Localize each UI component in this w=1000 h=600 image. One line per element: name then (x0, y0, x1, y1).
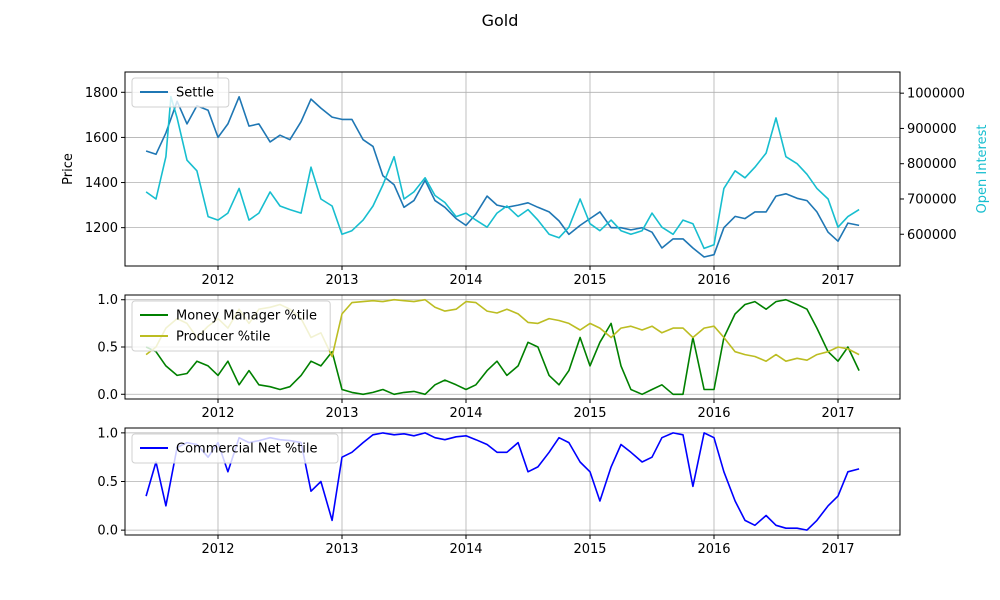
x-tick-label: 2012 (201, 406, 234, 421)
y-right-axis-label: Open Interest (975, 125, 990, 214)
y-tick-label: 0.5 (97, 341, 118, 356)
y-tick-label: 0.0 (97, 388, 118, 403)
x-tick-label: 2013 (325, 542, 358, 557)
legend-box (131, 300, 331, 352)
x-tick-label: 2015 (573, 273, 606, 288)
x-tick-label: 2014 (449, 542, 482, 557)
y-axis-label: Price (61, 153, 76, 185)
x-tick-label: 2015 (573, 406, 606, 421)
x-tick-label: 2014 (449, 406, 482, 421)
x-tick-label: 2017 (821, 406, 854, 421)
legend-box (131, 77, 230, 108)
y-tick-label: 1.0 (97, 293, 118, 308)
legend-box (131, 433, 339, 464)
x-tick-label: 2016 (697, 542, 730, 557)
x-tick-label: 2012 (201, 542, 234, 557)
y-tick-label: 1200 (85, 221, 118, 236)
y-tick-label: 1400 (85, 176, 118, 191)
y-right-tick-label: 600000 (907, 228, 957, 243)
y-tick-label: 1800 (85, 86, 118, 101)
x-tick-label: 2012 (201, 273, 234, 288)
y-right-tick-label: 1000000 (907, 87, 965, 102)
x-tick-label: 2017 (821, 542, 854, 557)
x-tick-label: 2013 (325, 273, 358, 288)
y-tick-label: 1600 (85, 131, 118, 146)
legend-label: Settle (176, 86, 214, 101)
y-tick-label: 1.0 (97, 426, 118, 441)
x-tick-label: 2014 (449, 273, 482, 288)
series-line-open-interest (145, 95, 860, 250)
series-line-settle (145, 96, 860, 258)
y-right-tick-label: 700000 (907, 192, 957, 207)
chart-title: Gold (482, 11, 519, 30)
panel-3: 2012 2013 2014 2015 2016 2017 0.0 0.5 1.0 Commerc… (97, 426, 901, 557)
y-right-tick-label: 900000 (907, 122, 957, 137)
legend-label: Commercial Net %tile (176, 442, 318, 457)
series-line-money-manager-tile (145, 298, 860, 396)
y-tick-label: 0.0 (97, 524, 118, 539)
panel-2: 2012 2013 2014 2015 2016 2017 0.0 0.5 1.0 Money M… (97, 293, 901, 421)
y-tick-label: 0.5 (97, 475, 118, 490)
x-tick-label: 2013 (325, 406, 358, 421)
panel-1: 2012 2013 2014 2015 2016 2017 1200 1400 1600 1800… (61, 71, 990, 288)
axes-frame (124, 71, 901, 267)
y-right-tick-label: 800000 (907, 157, 957, 172)
x-tick-label: 2016 (697, 273, 730, 288)
x-tick-label: 2015 (573, 542, 606, 557)
x-tick-label: 2016 (697, 406, 730, 421)
x-tick-label: 2017 (821, 273, 854, 288)
legend-label: Money Manager %tile (176, 309, 317, 324)
legend-label: Producer %tile (176, 330, 270, 345)
